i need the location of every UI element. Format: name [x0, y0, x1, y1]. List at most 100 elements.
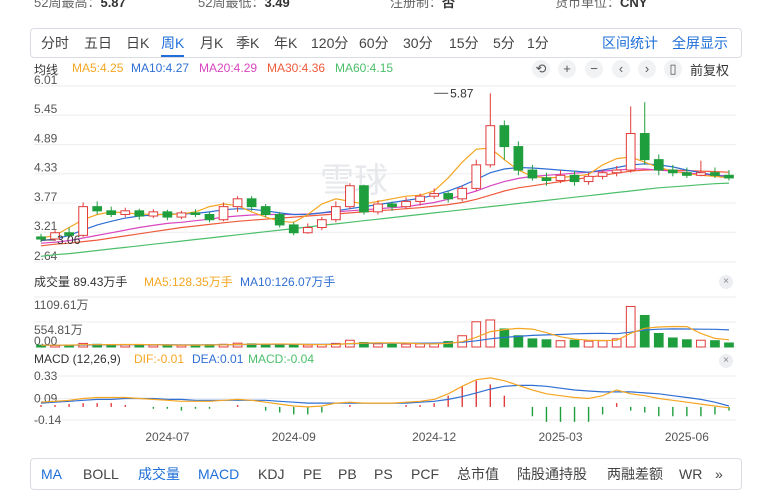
- tab-120min[interactable]: 120分: [311, 35, 349, 51]
- tab-15min[interactable]: 15分: [449, 35, 479, 51]
- tab-5min[interactable]: 5分: [493, 35, 515, 51]
- indicator-tab-4[interactable]: KDJ: [258, 466, 285, 482]
- macd-tick-label: 0.33: [34, 369, 58, 383]
- ma-legend-label: 均线: [34, 63, 59, 77]
- fullscreen-button[interactable]: 全屏显示: [672, 35, 728, 51]
- candle-body: [148, 211, 159, 217]
- volume-bar: [373, 343, 383, 348]
- volume-bar: [611, 338, 622, 348]
- indicator-tab-1[interactable]: BOLL: [83, 466, 119, 482]
- indicator-tab-12[interactable]: WR: [679, 466, 703, 482]
- candle-body: [106, 210, 117, 215]
- tab-wuri[interactable]: 五日: [84, 35, 112, 51]
- price-tick-label: 6.01: [34, 73, 58, 87]
- week52-high-label: 52周最高：: [34, 0, 101, 10]
- currency-value: CNY: [620, 0, 648, 10]
- indicator-tab-2[interactable]: 成交量: [138, 466, 180, 482]
- candle-style-icon[interactable]: ▯: [664, 60, 682, 78]
- currency: 货币单位：CNY: [555, 0, 647, 11]
- volume-bar: [555, 340, 566, 348]
- ma60-line: [40, 182, 730, 257]
- x-tick-label: 2024-07: [145, 430, 189, 444]
- indicator-tab-8[interactable]: PCF: [411, 466, 439, 482]
- currency-label: 货币单位：: [555, 0, 621, 10]
- volume-tick-label: 554.81万: [34, 323, 83, 337]
- volume-bar: [527, 338, 538, 348]
- candle-body: [471, 164, 482, 189]
- price-tick-label: 3.21: [34, 219, 58, 233]
- tab-niank[interactable]: 年K: [274, 35, 298, 51]
- volume-tick-label: 1109.61万: [34, 298, 89, 312]
- close-macd-icon[interactable]: ×: [719, 354, 733, 368]
- tab-rik[interactable]: 日K: [126, 35, 150, 51]
- tab-fenshi[interactable]: 分时: [41, 35, 69, 51]
- registration: 注册制：否: [390, 0, 455, 11]
- tab-zhouk[interactable]: 周K: [161, 29, 185, 57]
- indicator-tab-7[interactable]: PS: [374, 466, 393, 482]
- candle-body: [92, 206, 103, 212]
- candle-body: [387, 203, 397, 208]
- candle-body: [373, 203, 383, 213]
- indicator-tab-3[interactable]: MACD: [198, 466, 240, 482]
- volume-bar: [710, 340, 720, 348]
- volume-bar: [288, 344, 299, 348]
- tab-1min[interactable]: 1分: [527, 35, 549, 51]
- indicator-tab-13[interactable]: »: [715, 466, 723, 482]
- zoom-out-icon[interactable]: −: [585, 60, 603, 78]
- pan-right-icon[interactable]: ›: [638, 60, 656, 78]
- indicator-tab-0[interactable]: MA: [41, 466, 62, 482]
- candle-body: [541, 177, 552, 182]
- registration-label: 注册制：: [390, 0, 443, 10]
- registration-value: 否: [442, 0, 456, 10]
- candle-body: [331, 206, 341, 221]
- volume-bar: [387, 343, 397, 348]
- candle-body: [527, 169, 538, 179]
- candle-body: [682, 172, 692, 176]
- candle-body: [513, 146, 524, 171]
- x-tick-label: 2024-09: [272, 430, 316, 444]
- candle-body: [639, 133, 650, 161]
- macd-value-legend: MACD:-0.04: [248, 352, 315, 366]
- range-stats-button[interactable]: 区间统计: [602, 35, 658, 51]
- volume-bar: [541, 339, 552, 348]
- candle-body: [162, 211, 173, 218]
- candle-body: [50, 232, 60, 240]
- zoom-in-icon[interactable]: +: [558, 60, 576, 78]
- candle-body: [710, 172, 720, 176]
- candle-body: [78, 206, 88, 236]
- candle-body: [288, 224, 299, 234]
- period-tabs: 分时 五日 日K 周K 月K 季K 年K 120分 60分 30分 15分 5分…: [30, 28, 742, 58]
- adjust-mode-select[interactable]: 前复权: [690, 63, 730, 78]
- indicator-tab-5[interactable]: PE: [303, 466, 322, 482]
- dif-line: [40, 377, 730, 409]
- candle-body: [583, 175, 594, 183]
- candle-body: [429, 193, 439, 197]
- volume-tick-label: 0.00: [34, 334, 58, 348]
- pan-left-icon[interactable]: ‹: [612, 60, 630, 78]
- tab-60min[interactable]: 60分: [359, 35, 389, 51]
- tab-yuek[interactable]: 月K: [200, 35, 224, 51]
- candle-body: [316, 219, 327, 229]
- candle-body: [345, 185, 355, 208]
- close-volume-icon[interactable]: ×: [719, 275, 733, 289]
- candle-body: [302, 227, 313, 234]
- indicator-tab-6[interactable]: PB: [338, 466, 357, 482]
- indicator-tab-9[interactable]: 总市值: [457, 466, 499, 482]
- volume-bar: [696, 339, 706, 348]
- candle-body: [555, 174, 566, 182]
- vol-ma5-legend: MA5:128.35万手: [144, 275, 233, 289]
- volume-bar: [331, 342, 341, 348]
- volume-bar: [569, 339, 580, 348]
- low-marker-label: 3.06: [57, 233, 81, 247]
- tab-30min[interactable]: 30分: [403, 35, 433, 51]
- indicator-tab-11[interactable]: 两融差额: [607, 466, 663, 482]
- reset-icon[interactable]: ⟲: [532, 60, 550, 78]
- tab-jik[interactable]: 季K: [236, 35, 260, 51]
- ma30-legend: MA30:4.36: [267, 61, 326, 75]
- x-tick-label: 2025-03: [538, 430, 582, 444]
- indicator-tab-10[interactable]: 陆股通持股: [517, 466, 587, 482]
- volume-bar: [401, 343, 411, 348]
- ma10-legend: MA10:4.27: [131, 61, 190, 75]
- candle-body: [667, 169, 678, 174]
